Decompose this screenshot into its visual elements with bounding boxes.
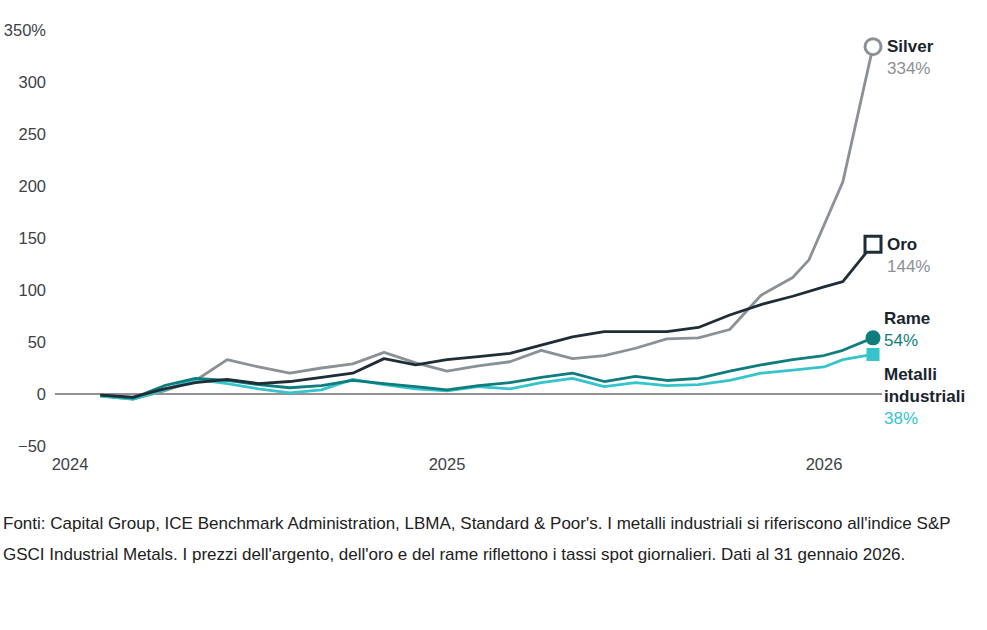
metals-performance-chart-page: 350% 300 250 200 150 100 50 0 −50 2024 2025 2026 Si… (0, 0, 987, 630)
source-note: Fonti: Capital Group, ICE Benchmark Admi… (3, 508, 981, 570)
series-name-oro: Oro (887, 234, 930, 256)
y-tick-label: 350% (4, 21, 47, 39)
y-tick-label: 150 (18, 229, 46, 247)
rame-marker (866, 330, 881, 345)
silver-marker (865, 39, 881, 55)
x-tick-label: 2026 (806, 455, 843, 473)
y-tick-label: 200 (18, 177, 46, 195)
y-tick-label: 300 (18, 73, 46, 91)
series-value-silver: 334% (887, 58, 933, 80)
x-tick-label: 2024 (52, 455, 89, 473)
series-label-rame: Rame 54% (884, 308, 930, 352)
series-value-oro: 144% (887, 256, 930, 278)
y-tick-label: 100 (18, 281, 46, 299)
performance-line-chart: 350% 300 250 200 150 100 50 0 −50 2024 2025 2026 (0, 0, 987, 500)
silver-line (101, 47, 873, 400)
y-tick-label: 0 (37, 385, 46, 403)
series-label-oro: Oro 144% (887, 234, 930, 278)
series-value-rame: 54% (884, 330, 930, 352)
series-name-silver: Silver (887, 36, 933, 58)
series-label-metalli-industriali: Metalli industriali 38% (884, 364, 984, 430)
x-tick-label: 2025 (429, 455, 466, 473)
y-tick-label: 50 (28, 333, 46, 351)
y-tick-label: −50 (18, 437, 46, 455)
series-value-metalli-industriali: 38% (884, 408, 984, 430)
y-tick-label: 250 (18, 125, 46, 143)
metalli-industriali-marker (867, 348, 880, 361)
metalli-industriali-line (101, 354, 873, 399)
series-label-silver: Silver 334% (887, 36, 933, 80)
series-name-rame: Rame (884, 308, 930, 330)
oro-marker (865, 236, 881, 252)
series-name-metalli-industriali: Metalli industriali (884, 364, 984, 408)
